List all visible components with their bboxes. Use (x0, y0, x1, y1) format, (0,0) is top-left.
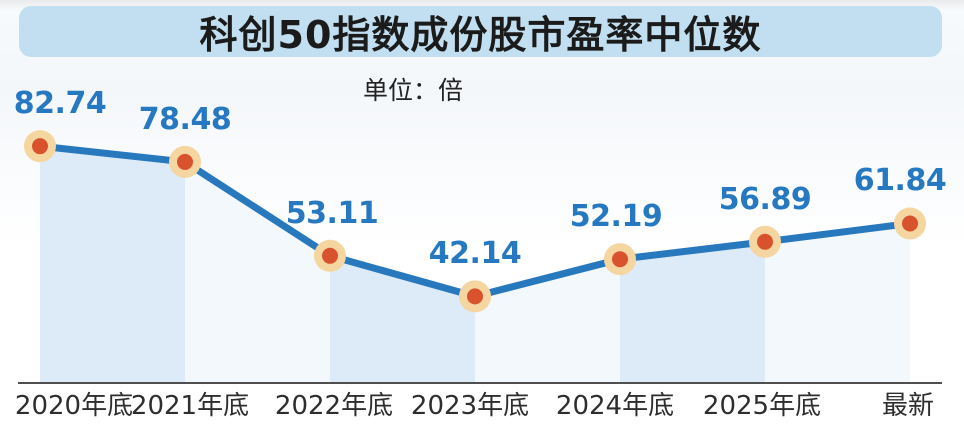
x-axis-label: 2024年底 (555, 391, 675, 421)
unit-label: 单位：倍 (362, 76, 464, 105)
data-point-marker (322, 247, 338, 264)
value-label: 53.11 (285, 195, 379, 231)
x-axis-label: 2020年底 (14, 391, 134, 421)
area-slice (185, 161, 330, 382)
value-label: 82.74 (13, 86, 107, 122)
x-axis-label: 2021年底 (130, 391, 250, 421)
value-label: 56.89 (718, 181, 812, 217)
chart-title: 科创50指数成份股市盈率中位数 (199, 13, 762, 57)
data-point-marker (757, 233, 773, 250)
area-slice (765, 223, 910, 382)
value-label: 52.19 (569, 199, 663, 235)
data-point-marker (467, 288, 483, 305)
area-slice (620, 241, 765, 382)
x-axis-label: 2025年底 (702, 391, 822, 421)
value-label: 42.14 (428, 236, 522, 272)
x-axis-label: 最新 (881, 391, 934, 421)
title-bar: 科创50指数成份股市盈率中位数 (19, 6, 942, 57)
x-axis-label: 2023年底 (410, 391, 530, 421)
value-label: 61.84 (853, 163, 947, 199)
x-axis-label: 2022年底 (274, 391, 394, 421)
data-point-marker (32, 138, 48, 155)
area-slice (40, 146, 185, 382)
data-point-marker (177, 153, 193, 170)
data-point-marker (612, 251, 628, 268)
value-label: 78.48 (138, 101, 232, 137)
data-point-marker (902, 215, 918, 232)
